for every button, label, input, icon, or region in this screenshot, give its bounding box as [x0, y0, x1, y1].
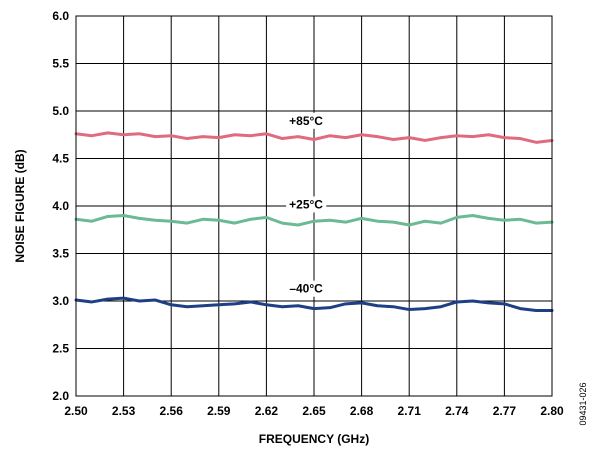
x-tick-label: 2.65 [302, 404, 326, 418]
y-axis-label: NOISE FIGURE (dB) [13, 149, 27, 262]
series-line-1 [74, 214, 554, 227]
series-annotations: +85°C +25°C –40°C [286, 112, 327, 297]
series-line-2 [74, 296, 554, 312]
series-annotation-1: +25°C [289, 197, 323, 211]
x-tick-label: 2.74 [445, 404, 469, 418]
y-tick-label: 5.5 [52, 57, 69, 71]
x-tick-label: 2.80 [540, 404, 564, 418]
figure-id: 09431-026 [578, 382, 588, 425]
y-tick-label: 2.0 [52, 389, 69, 403]
x-tick-label: 2.71 [398, 404, 422, 418]
x-axis-label: FREQUENCY (GHz) [259, 432, 369, 446]
y-tick-label: 4.5 [52, 152, 69, 166]
x-tick-label: 2.53 [112, 404, 136, 418]
y-tick-label: 5.0 [52, 104, 69, 118]
x-tick-label: 2.50 [64, 404, 88, 418]
annotation-background [286, 112, 327, 129]
x-tick-label: 2.62 [255, 404, 279, 418]
annotation-background [286, 280, 327, 297]
x-tick-label: 2.59 [207, 404, 231, 418]
series-annotation-0: +85°C [289, 114, 323, 128]
series-annotation-2: –40°C [289, 282, 323, 296]
tick-labels: 2.50 2.53 2.56 2.59 2.62 2.65 2.68 2.71 2.74 2.77… [52, 9, 564, 418]
y-tick-label: 6.0 [52, 9, 69, 23]
annotation-background [286, 196, 327, 213]
y-tick-label: 3.0 [52, 294, 69, 308]
x-tick-label: 2.56 [160, 404, 184, 418]
y-tick-label: 3.5 [52, 247, 69, 261]
y-tick-label: 2.5 [52, 342, 69, 356]
x-tick-label: 2.77 [493, 404, 517, 418]
series-line-0 [74, 131, 554, 144]
y-tick-label: 4.0 [52, 199, 69, 213]
x-tick-label: 2.68 [350, 404, 374, 418]
series-lines [74, 131, 554, 312]
plot-frame [75, 15, 553, 397]
